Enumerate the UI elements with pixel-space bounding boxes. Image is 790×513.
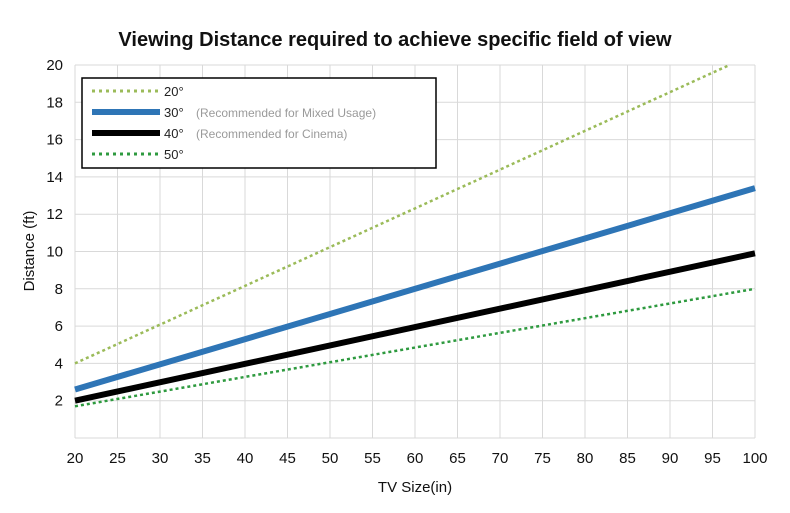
x-tick-label: 75 bbox=[534, 450, 551, 467]
y-axis-ticks: 2 4 6 8 10 12 14 16 18 20 bbox=[46, 57, 63, 410]
x-tick-label: 35 bbox=[194, 450, 211, 467]
y-tick-label: 6 bbox=[55, 318, 63, 335]
y-tick-label: 8 bbox=[55, 281, 63, 298]
legend-label-4: 50° bbox=[164, 147, 184, 162]
y-tick-label: 4 bbox=[55, 355, 63, 372]
x-tick-label: 90 bbox=[662, 450, 679, 467]
y-tick-label: 2 bbox=[55, 393, 63, 410]
y-axis-label: Distance (ft) bbox=[21, 211, 38, 292]
legend-label-2: 30° bbox=[164, 105, 184, 120]
x-tick-label: 40 bbox=[237, 450, 254, 467]
x-tick-label: 20 bbox=[67, 450, 84, 467]
series-line-3 bbox=[74, 250, 756, 404]
series-layer bbox=[74, 63, 756, 408]
x-tick-label: 100 bbox=[742, 450, 767, 467]
y-tick-label: 16 bbox=[46, 132, 63, 149]
x-tick-label: 25 bbox=[109, 450, 126, 467]
legend-label-1: 20° bbox=[164, 84, 184, 99]
x-axis-label: TV Size(in) bbox=[378, 479, 452, 496]
x-tick-label: 45 bbox=[279, 450, 296, 467]
x-tick-label: 65 bbox=[449, 450, 466, 467]
x-tick-label: 85 bbox=[619, 450, 636, 467]
x-tick-label: 80 bbox=[577, 450, 594, 467]
x-tick-label: 95 bbox=[704, 450, 721, 467]
x-tick-label: 30 bbox=[152, 450, 169, 467]
x-tick-label: 55 bbox=[364, 450, 381, 467]
chart-title: Viewing Distance required to achieve spe… bbox=[118, 29, 672, 51]
y-tick-label: 12 bbox=[46, 206, 63, 223]
x-tick-label: 70 bbox=[492, 450, 509, 467]
y-tick-label: 18 bbox=[46, 94, 63, 111]
legend: 20° 30° (Recommended for Mixed Usage) 40° (R… bbox=[81, 77, 437, 169]
series-line-4 bbox=[74, 287, 756, 408]
legend-note-2: (Recommended for Mixed Usage) bbox=[196, 106, 376, 120]
legend-label-3: 40° bbox=[164, 126, 184, 141]
x-tick-label: 50 bbox=[322, 450, 339, 467]
series-line-2 bbox=[74, 185, 756, 393]
y-tick-label: 10 bbox=[46, 244, 63, 261]
x-tick-label: 60 bbox=[407, 450, 424, 467]
legend-note-3: (Recommended for Cinema) bbox=[196, 127, 347, 141]
y-tick-label: 20 bbox=[46, 57, 63, 74]
y-tick-label: 14 bbox=[46, 169, 63, 186]
x-axis-ticks: 20 25 30 35 40 45 50 55 60 65 70 75 80 85 90 95 100 bbox=[67, 450, 768, 467]
